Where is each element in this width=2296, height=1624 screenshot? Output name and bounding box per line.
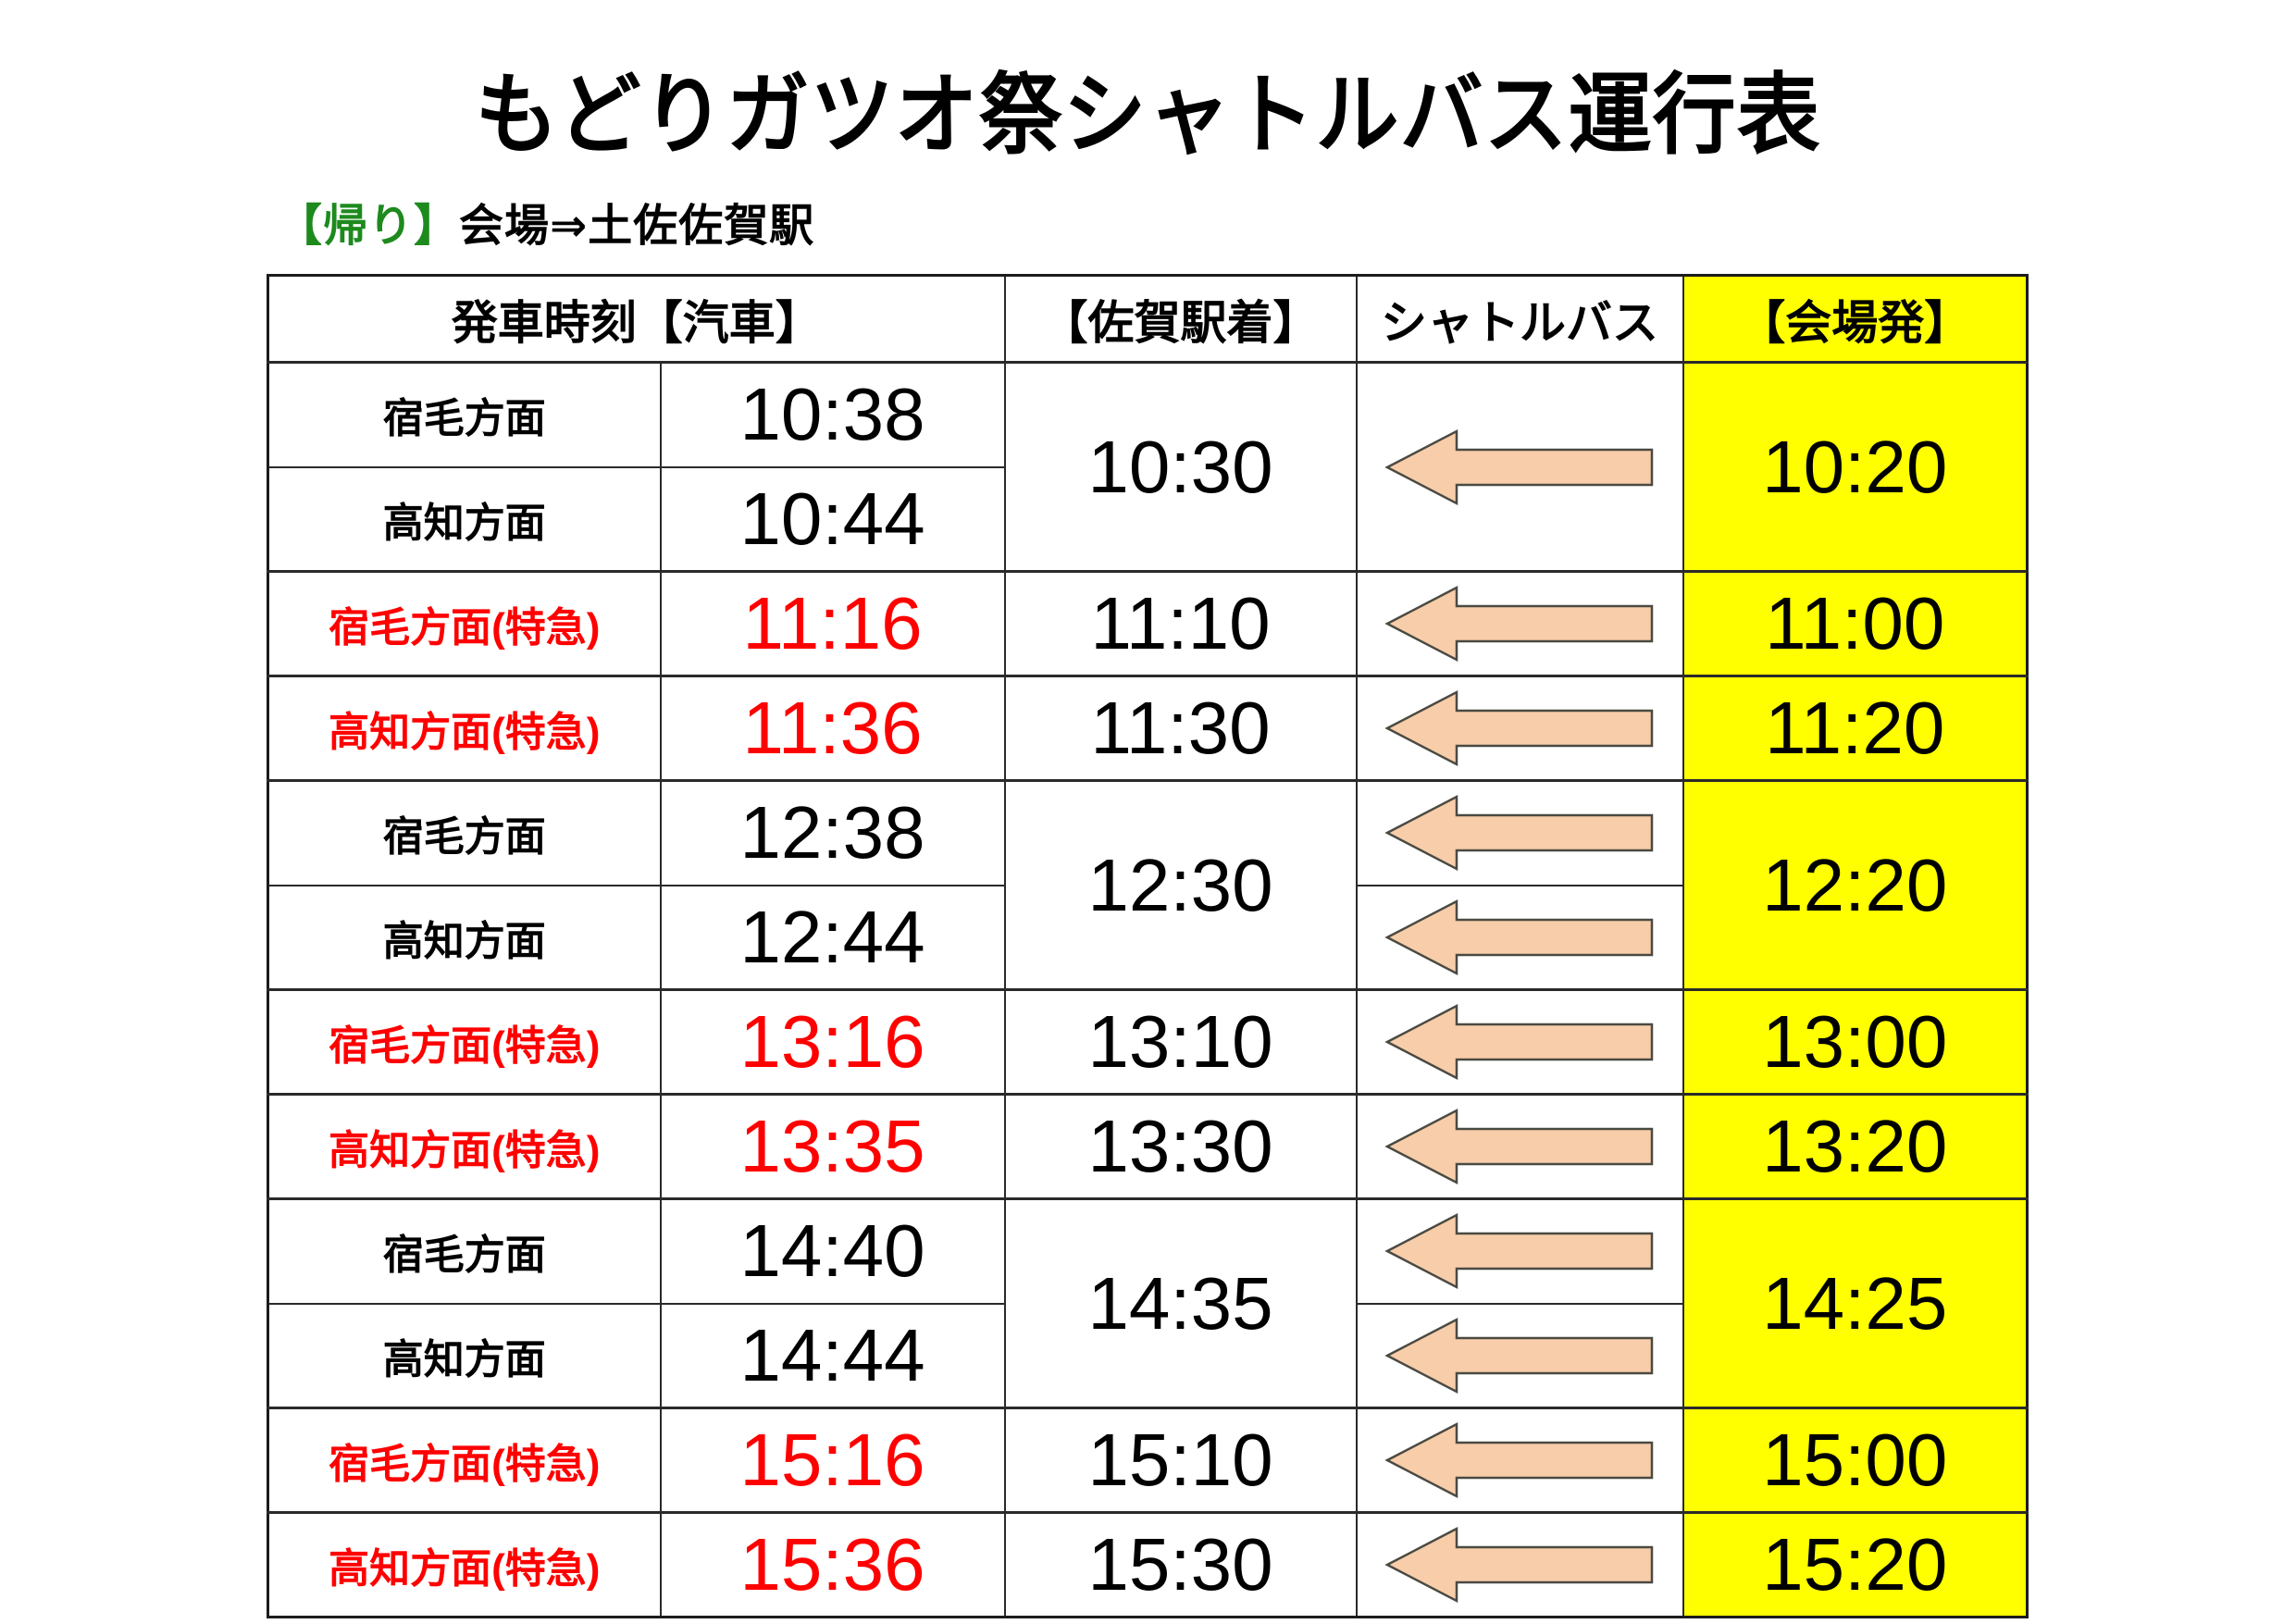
left-arrow-icon [1384,899,1654,975]
train-time-cell: 12:38 [659,779,1006,886]
direction-cell: 高知方面 [267,1302,662,1409]
table-row: 高知方面 10:44 [267,465,2028,573]
route-text: 会場⇒土佐佐賀駅 [459,202,815,251]
train-time-cell: 10:44 [659,465,1006,573]
train-time-cell: 10:38 [659,361,1006,468]
table-row: 宿毛方面 12:38 12:30 12:20 [267,779,2029,991]
venue-time-cell: 11:00 [1682,570,2029,677]
direction-cell: 高知方面(特急) [267,1093,662,1200]
direction-cell: 高知方面 [267,884,662,991]
station-time-cell: 11:30 [1003,675,1358,782]
table-row: 高知方面 12:44 [267,884,2028,991]
direction-cell: 宿毛方面 [267,361,662,468]
venue-time-cell: 13:00 [1682,988,2029,1096]
header-row: 発車時刻【汽車】 【佐賀駅着】 シャトルバス 【会場発】 [267,274,2029,364]
table-row: 高知方面 14:44 [267,1302,2028,1409]
left-arrow-icon [1384,1003,1654,1081]
train-time-cell: 13:16 [659,988,1006,1096]
left-arrow-icon [1384,1421,1654,1499]
station-time-cell: 13:30 [1003,1093,1358,1200]
station-time-cell: 12:30 [1003,779,1358,991]
return-tag: 【帰り】 [278,202,460,251]
train-time-cell: 11:16 [659,570,1006,677]
train-time-cell: 11:36 [659,675,1006,782]
header-shuttle-bus: シャトルバス [1355,274,1684,364]
table-row: 宿毛方面(特急) 13:16 13:10 13:00 [267,988,2029,1096]
direction-cell: 高知方面 [267,465,662,573]
station-time-cell: 15:10 [1003,1407,1358,1514]
shuttle-arrow-cell [1355,779,1684,886]
direction-cell: 宿毛方面(特急) [267,988,662,1096]
shuttle-arrow-cell [1355,988,1684,1096]
table-row: 宿毛方面(特急) 11:16 11:10 11:00 [267,570,2029,677]
page-title: もどりガツオ祭シャトルバス運行表 [475,67,1821,166]
shuttle-arrow-cell [1355,570,1684,677]
train-time-cell: 14:40 [659,1197,1006,1305]
direction-cell: 宿毛方面(特急) [267,1407,662,1514]
direction-cell: 高知方面(特急) [267,1511,662,1618]
table-row: 宿毛方面 14:40 14:35 14:25 [267,1197,2029,1409]
shuttle-arrow-cell [1355,675,1684,782]
venue-time-cell: 12:20 [1682,779,2029,991]
table-row: 高知方面(特急) 13:35 13:30 13:20 [267,1093,2029,1200]
table-row: 高知方面(特急) 11:36 11:30 11:20 [267,675,2029,782]
train-time-cell: 12:44 [659,884,1006,991]
shuttle-arrow-cell [1355,1302,1684,1409]
left-arrow-icon [1384,795,1654,872]
shuttle-arrow-cell [1355,1197,1684,1305]
header-station-arrival: 【佐賀駅着】 [1003,274,1358,364]
train-time-cell: 15:36 [659,1511,1006,1618]
venue-time-cell: 10:20 [1682,361,2029,573]
table-row: 高知方面(特急) 15:36 15:30 15:20 [267,1511,2029,1618]
station-time-cell: 14:35 [1003,1197,1358,1409]
left-arrow-icon [1384,1213,1654,1290]
trip-direction-label: 【帰り】会場⇒土佐佐賀駅 [278,189,2296,254]
venue-time-cell: 15:00 [1682,1407,2029,1514]
station-time-cell: 10:30 [1003,361,1358,573]
station-time-cell: 15:30 [1003,1511,1358,1618]
shuttle-bus-timetable: 発車時刻【汽車】 【佐賀駅着】 シャトルバス 【会場発】 宿毛方面 10:38 … [267,274,2029,1618]
venue-time-cell: 11:20 [1682,675,2029,782]
left-arrow-icon [1384,428,1654,505]
shuttle-arrow-cell [1355,1511,1684,1618]
left-arrow-icon [1384,689,1654,767]
shuttle-arrow-cell [1355,361,1684,573]
table-row: 宿毛方面(特急) 15:16 15:10 15:00 [267,1407,2029,1514]
table-row: 宿毛方面 10:38 10:30 10:20 [267,361,2029,573]
direction-cell: 宿毛方面(特急) [267,570,662,677]
train-time-cell: 13:35 [659,1093,1006,1200]
left-arrow-icon [1384,585,1654,663]
venue-time-cell: 13:20 [1682,1093,2029,1200]
station-time-cell: 13:10 [1003,988,1358,1096]
header-train-departure: 発車時刻【汽車】 [267,274,1006,364]
left-arrow-icon [1384,1317,1654,1394]
direction-cell: 高知方面(特急) [267,675,662,782]
shuttle-arrow-cell [1355,1093,1684,1200]
header-venue-departure: 【会場発】 [1682,274,2029,364]
shuttle-arrow-cell [1355,884,1684,991]
direction-cell: 宿毛方面 [267,1197,662,1305]
direction-cell: 宿毛方面 [267,779,662,886]
station-time-cell: 11:10 [1003,570,1358,677]
left-arrow-icon [1384,1108,1654,1185]
train-time-cell: 14:44 [659,1302,1006,1409]
venue-time-cell: 14:25 [1682,1197,2029,1409]
venue-time-cell: 15:20 [1682,1511,2029,1618]
shuttle-arrow-cell [1355,1407,1684,1514]
left-arrow-icon [1384,1526,1654,1604]
train-time-cell: 15:16 [659,1407,1006,1514]
